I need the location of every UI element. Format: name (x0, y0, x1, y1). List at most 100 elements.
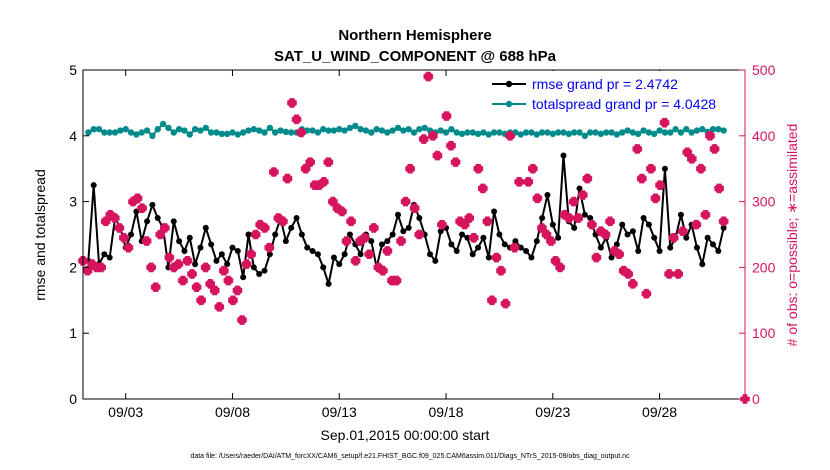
obs-assimilated-marker (573, 213, 584, 223)
totalspread-point (544, 129, 551, 136)
obs-assimilated-marker (523, 177, 534, 187)
obs-marker-shape (582, 173, 593, 184)
obs-marker-shape (150, 282, 161, 292)
totalspread-point (341, 127, 348, 134)
obs-marker-shape (146, 262, 156, 273)
totalspread-point (384, 129, 391, 136)
totalspread-point (309, 127, 316, 134)
obs-assimilated-marker (487, 295, 497, 306)
obs-marker-shape (700, 209, 711, 220)
obs-marker-shape (432, 150, 443, 161)
obs-marker-shape (600, 229, 611, 240)
rmse-point (197, 244, 204, 251)
rmse-point (555, 234, 562, 241)
obs-assimilated-marker (714, 183, 724, 194)
totalspread-point (448, 126, 455, 133)
obs-assimilated-marker (391, 275, 402, 286)
obs-assimilated-marker (396, 236, 406, 246)
rmse-point (715, 247, 722, 254)
obs-assimilated-marker (137, 203, 147, 213)
rmse-point (90, 182, 97, 189)
totalspread-point (133, 131, 140, 138)
y-right-tick-label: 300 (752, 194, 776, 210)
obs-marker-shape (623, 269, 634, 279)
legend-entry-label: rmse grand pr = 2.4742 (532, 76, 678, 92)
totalspread-point (101, 129, 108, 136)
obs-marker-shape (677, 226, 688, 237)
obs-marker-shape (269, 167, 279, 177)
totalspread-point (106, 129, 113, 136)
obs-marker-shape (296, 127, 306, 138)
totalspread-point (517, 131, 524, 138)
data-file-footnote: data file: /Users/raeder/DAI/ATM_forcXX/… (190, 453, 630, 460)
obs-assimilated-marker (668, 232, 679, 243)
obs-marker-shape (478, 183, 488, 194)
totalspread-point (362, 127, 370, 134)
rmse-point (256, 270, 263, 277)
obs-marker-shape (673, 269, 684, 279)
totalspread-point (635, 130, 642, 138)
rmse-point (464, 234, 471, 241)
y-right-tick-label: 200 (752, 259, 776, 275)
obs-marker-shape (314, 180, 325, 190)
obs-marker-shape (423, 71, 434, 82)
totalspread-point (522, 129, 530, 136)
totalspread-point (352, 122, 359, 130)
obs-assimilated-marker (382, 246, 393, 256)
obs-assimilated-marker (700, 209, 711, 220)
obs-marker-shape (482, 216, 493, 227)
obs-assimilated-marker (128, 196, 138, 207)
obs-marker-shape (496, 265, 506, 276)
rmse-point (645, 221, 652, 228)
totalspread-point (629, 129, 637, 136)
totalspread-point (693, 127, 701, 134)
obs-assimilated-marker (337, 206, 347, 217)
obs-marker-shape (223, 275, 234, 286)
obs-assimilated-marker (459, 219, 470, 230)
obs-marker-shape (564, 213, 574, 223)
obs-marker-shape (173, 259, 184, 269)
rmse-point (245, 231, 252, 238)
rmse-point (378, 241, 385, 248)
obs-assimilated-marker (241, 259, 252, 269)
rmse-point (608, 254, 615, 261)
obs-marker-shape (573, 213, 584, 223)
rmse-point (298, 231, 305, 238)
obs-marker-shape (491, 252, 502, 263)
totalspread-point (138, 129, 145, 136)
totalspread-point (677, 129, 685, 136)
obs-assimilated-marker (378, 265, 388, 276)
obs-assimilated-marker (482, 216, 493, 227)
obs-assimilated-marker (150, 282, 161, 292)
obs-marker-shape (196, 295, 206, 306)
rmse-point (581, 211, 588, 218)
obs-assimilated-marker (464, 213, 475, 223)
obs-assimilated-marker (709, 144, 720, 154)
rmse-point (619, 221, 626, 228)
rmse-point (346, 231, 353, 238)
obs-marker-shape (187, 269, 197, 279)
rmse-point (549, 221, 556, 228)
obs-marker-shape (132, 193, 143, 204)
y-tick-label: 3 (69, 194, 77, 210)
obs-assimilated-marker (232, 285, 243, 296)
totalspread-point (464, 129, 471, 136)
totalspread-point (90, 126, 97, 133)
rmse-point (304, 244, 311, 251)
totalspread-point (683, 126, 690, 133)
rmse-point (309, 247, 316, 254)
rmse-point (571, 224, 578, 231)
totalspread-point (266, 124, 274, 132)
totalspread-point (111, 129, 119, 136)
obs-assimilated-marker (159, 223, 170, 233)
totalspread-point (528, 129, 535, 136)
totalspread-point (656, 127, 663, 134)
obs-marker-shape (446, 140, 456, 151)
y-tick-label: 5 (69, 62, 77, 78)
obs-marker-shape (668, 232, 679, 243)
obs-marker-shape (368, 223, 379, 233)
rmse-point (448, 241, 455, 248)
rmse-point (314, 251, 321, 258)
totalspread-point (85, 129, 92, 136)
obs-marker-shape (487, 295, 497, 306)
